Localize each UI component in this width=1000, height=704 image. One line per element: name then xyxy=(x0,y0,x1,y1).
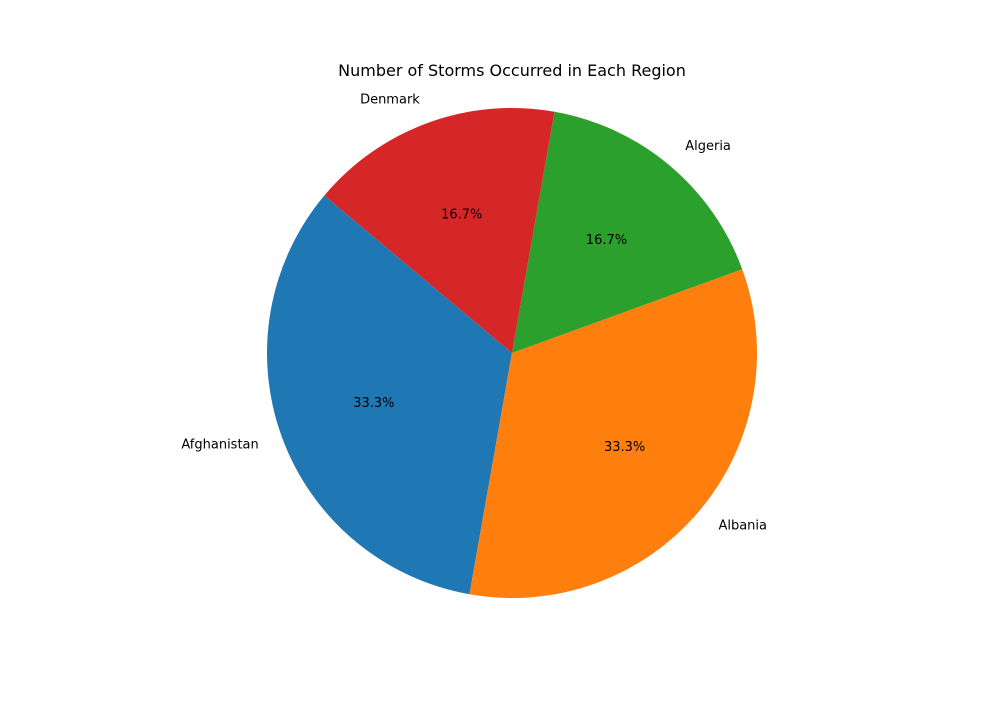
pie-label-algeria: Algeria xyxy=(685,139,731,154)
chart-title: Number of Storms Occurred in Each Region xyxy=(338,61,686,80)
pie-percent-label-denmark: 16.7% xyxy=(441,207,482,222)
pie-percent-label-albania: 33.3% xyxy=(604,440,645,455)
pie-label-afghanistan: Afghanistan xyxy=(181,438,258,453)
pie-slice-denmark xyxy=(324,107,555,354)
pie-labels: Afghanistan 33.3% Albania 33.3% Algeria 16.7%… xyxy=(181,92,767,533)
pie-slice-albania xyxy=(469,269,757,599)
pie-label-denmark: Denmark xyxy=(360,92,420,107)
pie-percent-label-afghanistan: 33.3% xyxy=(353,396,394,411)
pie-slices xyxy=(267,107,757,599)
pie-slice-afghanistan xyxy=(267,195,512,595)
pie-label-albania: Albania xyxy=(718,519,767,534)
pie-percent-label-algeria: 16.7% xyxy=(586,233,627,248)
pie-slice-algeria xyxy=(512,111,743,353)
